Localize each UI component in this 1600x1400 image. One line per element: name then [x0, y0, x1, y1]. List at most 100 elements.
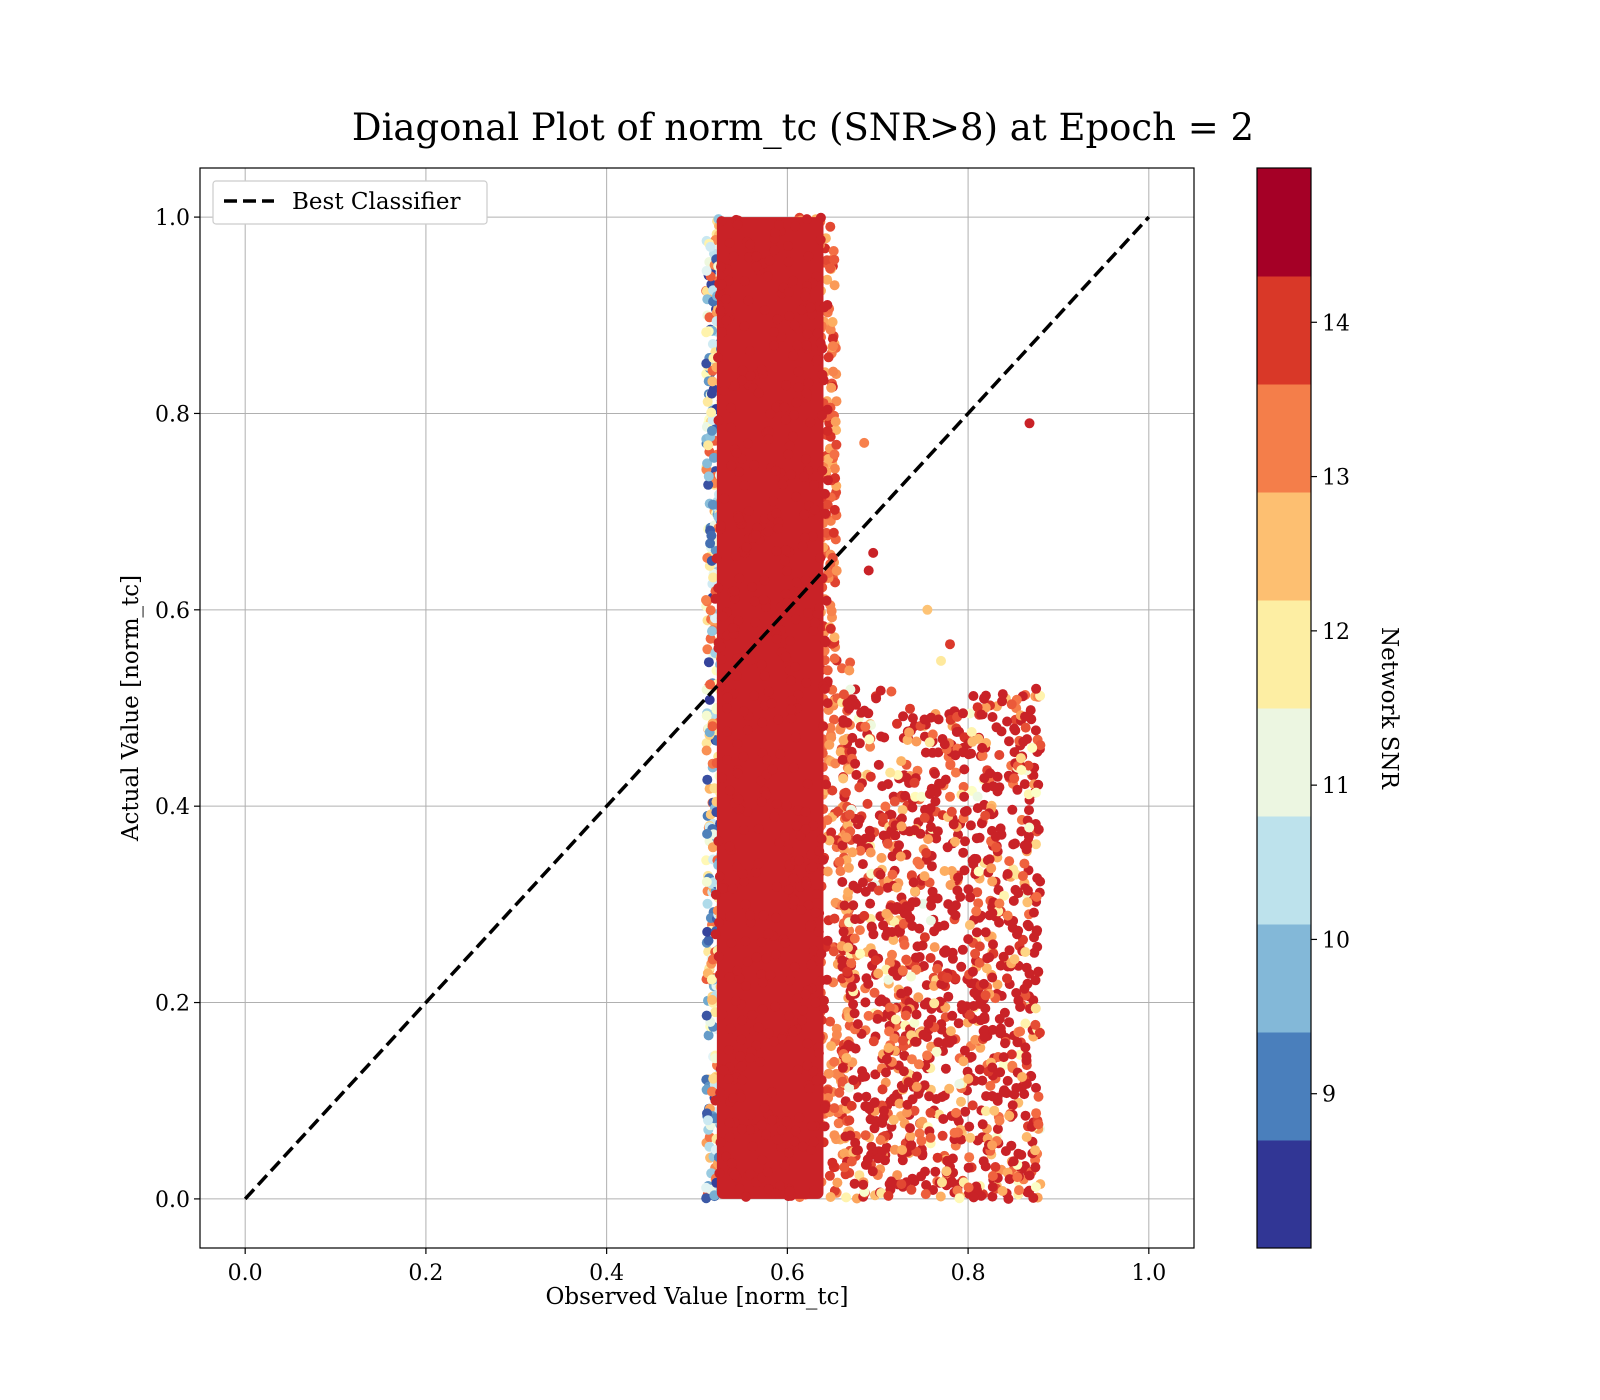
scatter-point [921, 1180, 932, 1190]
scatter-point [888, 935, 899, 945]
scatter-point [707, 499, 718, 510]
scatter-point [749, 690, 760, 701]
scatter-point [745, 654, 756, 665]
scatter-point [717, 772, 727, 783]
scatter-point [793, 382, 804, 393]
scatter-point [822, 499, 833, 510]
scatter-point [992, 979, 1003, 990]
scatter-point [806, 959, 817, 970]
scatter-point [987, 1182, 998, 1192]
scatter-point [777, 1034, 787, 1045]
scatter-point [775, 749, 786, 760]
scatter-point [837, 1076, 848, 1087]
scatter-point [723, 1045, 734, 1055]
scatter-point [1032, 873, 1043, 884]
scatter-point [964, 1009, 975, 1020]
scatter-point [892, 718, 902, 729]
scatter-point [1020, 1110, 1031, 1121]
scatter-point [706, 530, 717, 541]
scatter-point [822, 698, 833, 709]
scatter-point [919, 714, 930, 725]
scatter-point [814, 846, 825, 857]
scatter-point [829, 632, 840, 643]
scatter-point [971, 833, 982, 844]
scatter-point [707, 1086, 717, 1097]
x-tick-label: 0.8 [951, 1261, 986, 1286]
scatter-point [886, 1176, 897, 1187]
scatter-point [764, 255, 775, 266]
scatter-point [1008, 1156, 1019, 1167]
scatter-point [726, 460, 737, 471]
scatter-point [884, 1026, 895, 1037]
scatter-point [744, 345, 755, 356]
scatter-point [951, 1107, 961, 1118]
scatter-point [881, 908, 892, 919]
scatter-point [987, 876, 998, 887]
scatter-point [743, 506, 754, 516]
scatter-point [784, 1010, 795, 1021]
scatter-point [715, 681, 726, 692]
scatter-point [728, 1093, 739, 1103]
scatter-point [883, 779, 893, 790]
scatter-point [701, 1193, 712, 1204]
scatter-point [965, 820, 976, 831]
scatter-point [958, 1056, 969, 1067]
scatter-point [1022, 978, 1033, 989]
scatter-point [995, 823, 1006, 834]
scatter-point [1012, 1037, 1023, 1048]
scatter-point [884, 1002, 895, 1013]
scatter-point [701, 710, 712, 721]
scatter-point [855, 948, 866, 959]
scatter-point [745, 1168, 756, 1179]
colorbar-segment [1257, 600, 1311, 709]
scatter-point [910, 1036, 921, 1047]
scatter-point [883, 1190, 894, 1201]
scatter-point [881, 1067, 891, 1078]
scatter-point [830, 416, 841, 427]
scatter-point [817, 343, 828, 354]
scatter-point [783, 256, 794, 267]
scatter-point [834, 856, 845, 867]
scatter-point [801, 340, 812, 351]
scatter-point [816, 833, 827, 844]
scatter-point [812, 354, 823, 365]
scatter-point [900, 790, 911, 801]
scatter-point [831, 439, 842, 450]
scatter-point [803, 251, 814, 262]
scatter-point [741, 1191, 751, 1202]
scatter-point [703, 471, 714, 482]
scatter-point [1004, 856, 1015, 867]
scatter-point [715, 520, 726, 531]
scatter-point [863, 1010, 874, 1021]
scatter-point [815, 212, 826, 223]
scatter-point [844, 809, 855, 820]
scatter-point [713, 951, 724, 962]
scatter-point [1002, 716, 1013, 727]
scatter-point [822, 274, 833, 285]
scatter-point [800, 806, 811, 817]
scatter-point [908, 877, 919, 888]
scatter-point [877, 1084, 888, 1095]
scatter-point [742, 956, 753, 967]
scatter-point [703, 1115, 713, 1126]
scatter-point [783, 844, 794, 855]
scatter-point [808, 1136, 819, 1147]
scatter-point [810, 617, 820, 628]
scatter-point [857, 1072, 868, 1082]
scatter-point [769, 245, 780, 256]
colorbar-segment [1257, 1032, 1311, 1141]
scatter-point [714, 871, 725, 882]
scatter-point [959, 791, 970, 802]
scatter-point [1031, 926, 1042, 937]
y-tick-label: 0.6 [155, 599, 190, 624]
scatter-point [733, 794, 744, 805]
scatter-point [788, 873, 799, 884]
scatter-point [745, 370, 756, 381]
scatter-point [756, 659, 767, 670]
scatter-point [757, 717, 768, 728]
scatter-point [898, 1066, 909, 1077]
scatter-point [737, 868, 748, 879]
scatter-point [725, 422, 736, 433]
scatter-point [716, 654, 727, 665]
colorbar-segment [1257, 492, 1311, 601]
